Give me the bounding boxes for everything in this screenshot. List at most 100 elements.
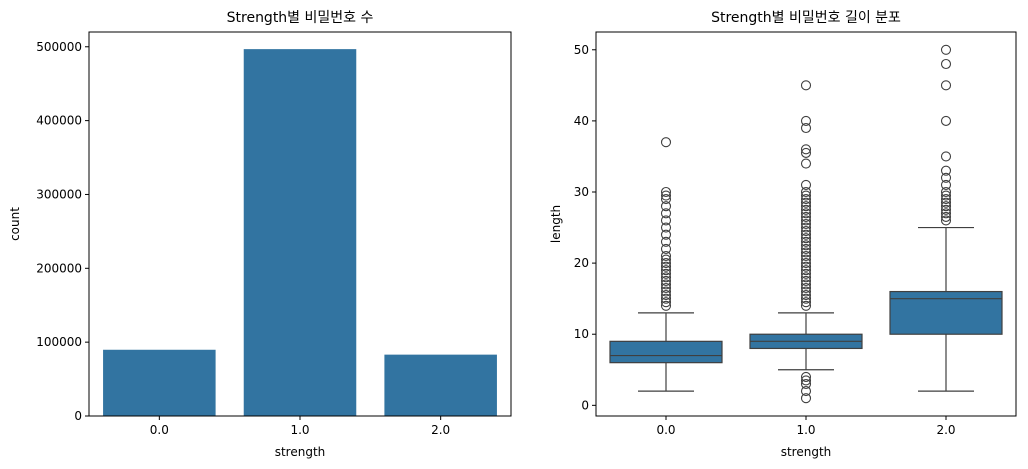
outlier-point xyxy=(940,186,952,198)
y-tick-label: 300000 xyxy=(36,187,82,201)
bars xyxy=(103,49,497,416)
outlier-point xyxy=(800,233,812,244)
y-tick-label: 30 xyxy=(574,185,589,199)
box-chart: Strength별 비밀번호 길이 분포 length strength 0.0… xyxy=(549,10,1017,459)
outlier-point xyxy=(660,286,672,297)
outlier-point xyxy=(800,268,812,279)
outlier-point xyxy=(940,115,952,126)
y-tick-label: 40 xyxy=(574,114,589,128)
x-tick-label: 2.0 xyxy=(936,423,955,437)
outlier-point xyxy=(800,208,812,219)
outlier-point xyxy=(800,282,812,294)
outlier-point xyxy=(660,208,672,219)
bar-chart: Strength별 비밀번호 수 count strength 0.0 1.0 2.… xyxy=(8,10,512,459)
outlier-point xyxy=(940,179,952,190)
axis-ticks: 0.0 1.0 2.0 0 10 20 30 40 50 xyxy=(574,43,956,437)
outlier-point xyxy=(940,172,952,183)
y-tick-label: 0 xyxy=(74,409,82,423)
outlier-point xyxy=(660,268,672,279)
outlier-point xyxy=(660,275,672,286)
outlier-point xyxy=(800,290,812,301)
x-axis-label: strength xyxy=(275,445,326,459)
outlier-point xyxy=(660,265,672,276)
outlier-point xyxy=(660,194,672,205)
outlier-point xyxy=(800,215,812,226)
plot-frame xyxy=(88,31,512,417)
outlier-point xyxy=(940,201,952,212)
y-axis-label: count xyxy=(8,207,22,241)
outlier-point xyxy=(660,290,672,301)
outlier-point xyxy=(800,240,812,251)
y-tick-label: 200000 xyxy=(36,261,82,275)
outlier-point xyxy=(940,190,952,201)
outlier-point xyxy=(800,275,812,286)
x-tick-label: 1.0 xyxy=(290,423,309,437)
outlier-point xyxy=(800,297,812,308)
outlier-point xyxy=(800,204,812,215)
x-tick-label: 2.0 xyxy=(431,423,450,437)
outlier-point xyxy=(800,393,812,404)
outlier-point xyxy=(800,144,812,155)
outlier-point xyxy=(800,279,812,290)
outlier-point xyxy=(940,58,952,70)
outlier-point xyxy=(800,80,812,91)
y-tick-label: 50 xyxy=(574,43,589,57)
outlier-point xyxy=(800,378,812,390)
outlier-point xyxy=(940,194,952,205)
outlier-point xyxy=(800,190,812,201)
outlier-point xyxy=(800,247,812,258)
outlier-point xyxy=(660,279,672,290)
outlier-point xyxy=(660,293,672,304)
outlier-point xyxy=(800,236,812,247)
plot-frame xyxy=(595,31,1017,417)
box xyxy=(609,340,723,364)
outlier-point xyxy=(940,211,952,222)
outlier-point xyxy=(800,158,812,169)
outlier-point xyxy=(800,375,812,386)
outlier-point xyxy=(940,208,952,219)
outlier-point xyxy=(940,80,952,91)
box xyxy=(889,290,1003,335)
outlier-point xyxy=(660,190,672,201)
outlier-point xyxy=(800,197,812,208)
outlier-point xyxy=(800,300,812,311)
x-tick-label: 1.0 xyxy=(796,423,815,437)
outlier-point xyxy=(800,194,812,205)
outlier-point xyxy=(800,186,812,198)
bar xyxy=(103,349,216,416)
outlier-point xyxy=(800,371,812,382)
axis-ticks: 0.0 1.0 2.0 0 100000 200000 300000 400000 500000 xyxy=(36,40,450,437)
outlier-point xyxy=(940,215,952,226)
outlier-point xyxy=(800,272,812,283)
outlier-point xyxy=(800,243,812,254)
outlier-point xyxy=(800,179,812,190)
outlier-point xyxy=(800,261,812,272)
outlier-point xyxy=(660,222,672,233)
outlier-point xyxy=(800,226,812,237)
y-tick-label: 500000 xyxy=(36,40,82,54)
outlier-point xyxy=(660,236,672,247)
outlier-point xyxy=(800,229,812,240)
y-tick-label: 10 xyxy=(574,327,589,341)
outlier-point xyxy=(800,250,812,262)
outlier-point xyxy=(800,265,812,276)
outlier-point xyxy=(660,229,672,240)
outlier-point xyxy=(800,211,812,222)
outlier-point xyxy=(660,201,672,212)
box-group xyxy=(889,44,1003,392)
box-group xyxy=(749,80,863,404)
outlier-point xyxy=(800,122,812,134)
outlier-point xyxy=(800,218,812,230)
outlier-point xyxy=(940,197,952,208)
y-tick-label: 0 xyxy=(581,398,589,412)
outlier-point xyxy=(660,186,672,198)
outlier-point xyxy=(800,201,812,212)
outlier-point xyxy=(660,258,672,269)
boxes xyxy=(609,44,1003,404)
outlier-point xyxy=(940,204,952,215)
outlier-point xyxy=(800,258,812,269)
outlier-point xyxy=(940,44,952,55)
outlier-point xyxy=(660,250,672,262)
outlier-point xyxy=(660,137,672,148)
bar xyxy=(243,49,357,416)
